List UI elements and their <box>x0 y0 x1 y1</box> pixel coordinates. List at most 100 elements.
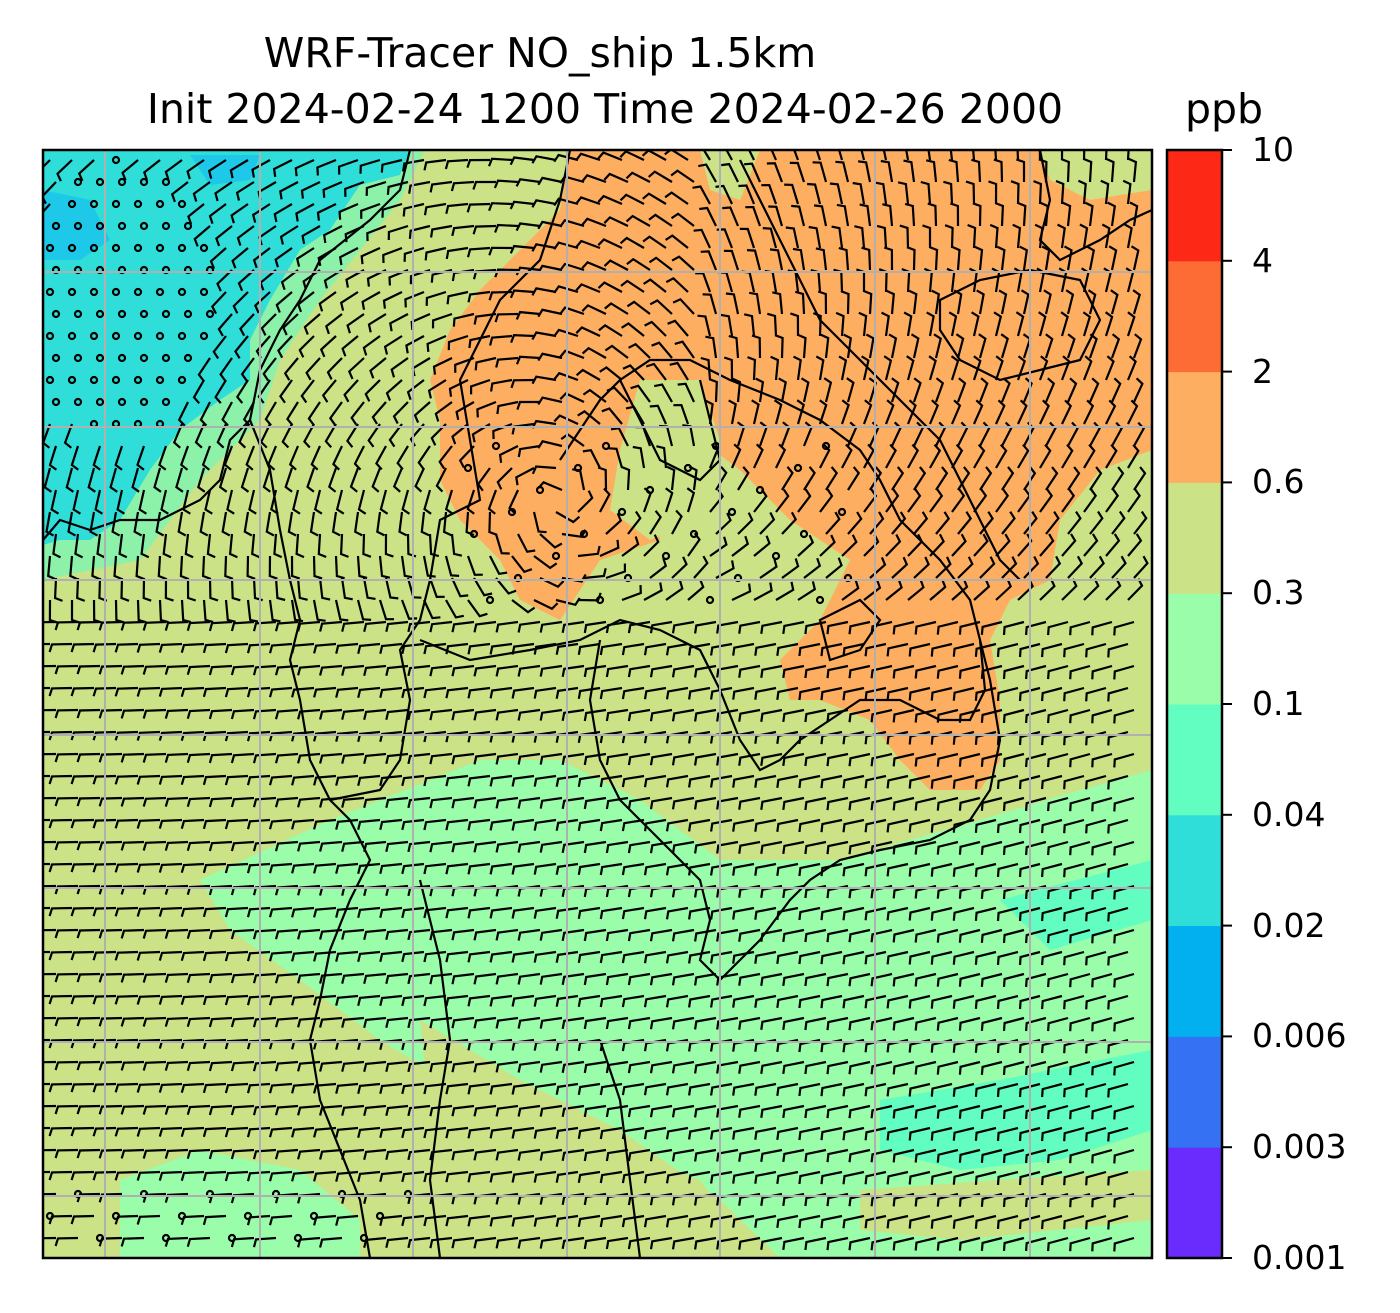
wind-barb <box>1091 1104 1113 1120</box>
wind-barb <box>228 533 238 559</box>
wind-barb <box>1001 466 1015 491</box>
wind-barb <box>65 467 75 493</box>
wind-barb <box>825 466 839 491</box>
wind-barb <box>291 818 315 830</box>
calm-wind-marker <box>177 243 187 253</box>
wind-barb <box>224 862 249 874</box>
wind-barb <box>1105 444 1118 469</box>
wind-barb <box>1039 578 1056 601</box>
wind-barb <box>875 181 888 205</box>
wind-barb <box>885 534 902 557</box>
wind-barb <box>325 313 343 335</box>
wind-barb <box>710 774 733 788</box>
wind-barb <box>1069 1148 1091 1164</box>
wind-barb <box>798 994 821 1009</box>
wind-barb <box>980 928 1003 943</box>
wind-barb <box>367 313 387 333</box>
wind-barb <box>732 1170 755 1184</box>
wind-barb <box>48 1170 73 1181</box>
wind-barb <box>508 489 519 515</box>
wind-barb <box>385 928 409 941</box>
wind-barb <box>357 906 381 918</box>
wind-barb <box>445 246 469 260</box>
wind-barb <box>643 1082 667 1096</box>
wind-barb <box>583 1104 607 1118</box>
wind-barb <box>1083 157 1093 183</box>
wind-barb <box>951 488 966 513</box>
wind-barb <box>738 1060 761 1074</box>
wind-barb <box>252 1104 277 1116</box>
wind-barb <box>186 159 205 180</box>
wind-barb <box>385 1016 409 1029</box>
wind-barb <box>1063 1126 1085 1142</box>
colorbar-segment <box>1167 925 1222 1037</box>
wind-barb <box>177 511 187 537</box>
wind-barb <box>158 774 183 785</box>
wind-barb <box>848 1104 871 1119</box>
calm-wind-marker <box>727 507 737 517</box>
wind-barb <box>356 599 372 621</box>
wind-barb <box>120 884 145 895</box>
wind-barb <box>848 752 871 767</box>
wind-barb <box>268 774 293 786</box>
wind-barb <box>96 533 106 559</box>
wind-barb <box>604 302 629 315</box>
wind-barb <box>796 399 805 425</box>
wind-barb <box>688 686 711 700</box>
wind-barb <box>142 1192 167 1203</box>
wind-barb <box>313 1214 337 1226</box>
wind-barb <box>671 928 695 942</box>
wind-barb <box>488 202 513 212</box>
wind-barb <box>688 774 711 788</box>
wind-barb <box>1111 421 1123 447</box>
wind-barb <box>274 1016 299 1028</box>
wind-barb <box>782 752 805 767</box>
wind-barb <box>804 1104 827 1119</box>
wind-barb <box>1041 862 1063 878</box>
wind-barb <box>649 972 673 986</box>
wind-barb <box>70 445 80 471</box>
wind-barb <box>1002 928 1025 943</box>
colorbar-segment <box>1167 1147 1222 1259</box>
wind-barb <box>366 224 387 242</box>
wind-barb <box>158 445 168 471</box>
wind-barb <box>826 664 849 679</box>
wind-barb <box>754 1214 777 1228</box>
wind-barb <box>180 994 205 1006</box>
wind-barb <box>892 972 915 987</box>
wind-barb <box>605 840 629 854</box>
wind-barb <box>908 818 931 833</box>
wind-barb <box>627 620 651 634</box>
wind-barb <box>1089 510 1104 535</box>
wind-barb <box>407 796 431 809</box>
wind-barb <box>1069 972 1091 988</box>
wind-barb <box>268 818 293 830</box>
wind-barb <box>385 379 403 402</box>
wind-barb <box>120 1016 145 1027</box>
wind-barb <box>820 1082 843 1097</box>
wind-barb <box>246 818 271 830</box>
wind-barb <box>671 1236 695 1250</box>
wind-barb <box>429 752 453 765</box>
wind-barb <box>995 578 1013 601</box>
wind-barb <box>76 840 101 851</box>
wind-barb <box>467 906 491 919</box>
wind-barb <box>913 466 927 491</box>
wind-barb <box>994 150 998 161</box>
wind-barb <box>754 686 777 700</box>
wind-barb <box>357 1082 381 1094</box>
wind-barb <box>1039 488 1054 513</box>
wind-barb <box>489 686 513 699</box>
wind-barb <box>583 1236 607 1250</box>
wind-barb <box>186 1016 211 1028</box>
wind-barb <box>951 578 969 601</box>
wind-barb <box>693 555 709 579</box>
wind-barb <box>716 796 739 810</box>
wind-barb <box>575 368 601 381</box>
wind-barb <box>996 1126 1019 1141</box>
wind-barb <box>674 340 695 359</box>
wind-barb <box>649 752 673 766</box>
wind-barb <box>914 972 937 987</box>
wind-barb <box>1019 245 1028 271</box>
wind-barb <box>559 219 585 228</box>
